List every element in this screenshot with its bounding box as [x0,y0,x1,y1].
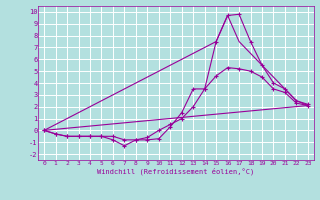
X-axis label: Windchill (Refroidissement éolien,°C): Windchill (Refroidissement éolien,°C) [97,167,255,175]
